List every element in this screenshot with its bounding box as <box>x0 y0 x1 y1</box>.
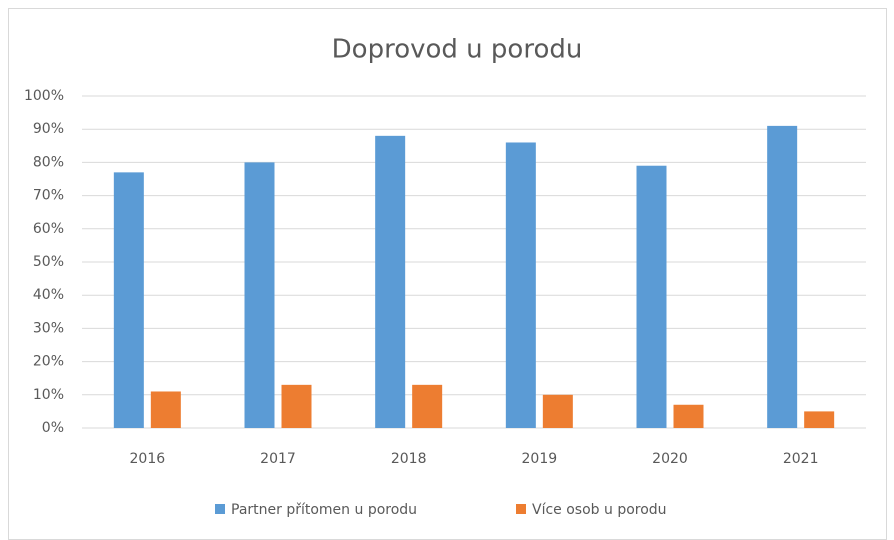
y-tick-label: 90% <box>33 121 64 137</box>
bar <box>281 384 312 428</box>
y-tick-label: 40% <box>33 287 64 303</box>
y-tick-label: 0% <box>42 420 64 436</box>
y-tick-label: 60% <box>33 221 64 237</box>
bar <box>244 162 275 428</box>
bar <box>542 394 573 428</box>
x-tick-label: 2018 <box>391 451 427 467</box>
legend-label: Partner přítomen u porodu <box>231 502 417 518</box>
legend-label: Více osob u porodu <box>532 502 667 518</box>
legend-swatch <box>516 504 526 514</box>
bar <box>636 165 667 428</box>
y-tick-label: 10% <box>33 387 64 403</box>
chart-title: Doprovod u porodu <box>332 35 583 65</box>
y-tick-label: 70% <box>33 188 64 204</box>
bar <box>673 404 704 428</box>
y-tick-label: 20% <box>33 354 64 370</box>
x-tick-label: 2017 <box>260 451 296 467</box>
x-tick-label: 2021 <box>783 451 819 467</box>
bar <box>412 384 443 428</box>
y-tick-label: 80% <box>33 154 64 170</box>
bar <box>804 411 835 428</box>
bar <box>375 135 406 428</box>
x-tick-label: 2019 <box>522 451 558 467</box>
chart-border <box>8 8 887 540</box>
x-tick-label: 2020 <box>652 451 688 467</box>
y-tick-label: 100% <box>24 88 64 104</box>
x-tick-label: 2016 <box>130 451 166 467</box>
bar <box>113 172 144 428</box>
bar <box>767 125 798 428</box>
y-tick-label: 30% <box>33 320 64 336</box>
bar <box>150 391 181 428</box>
bar <box>505 142 536 429</box>
y-tick-label: 50% <box>33 254 64 270</box>
legend-swatch <box>215 504 225 514</box>
